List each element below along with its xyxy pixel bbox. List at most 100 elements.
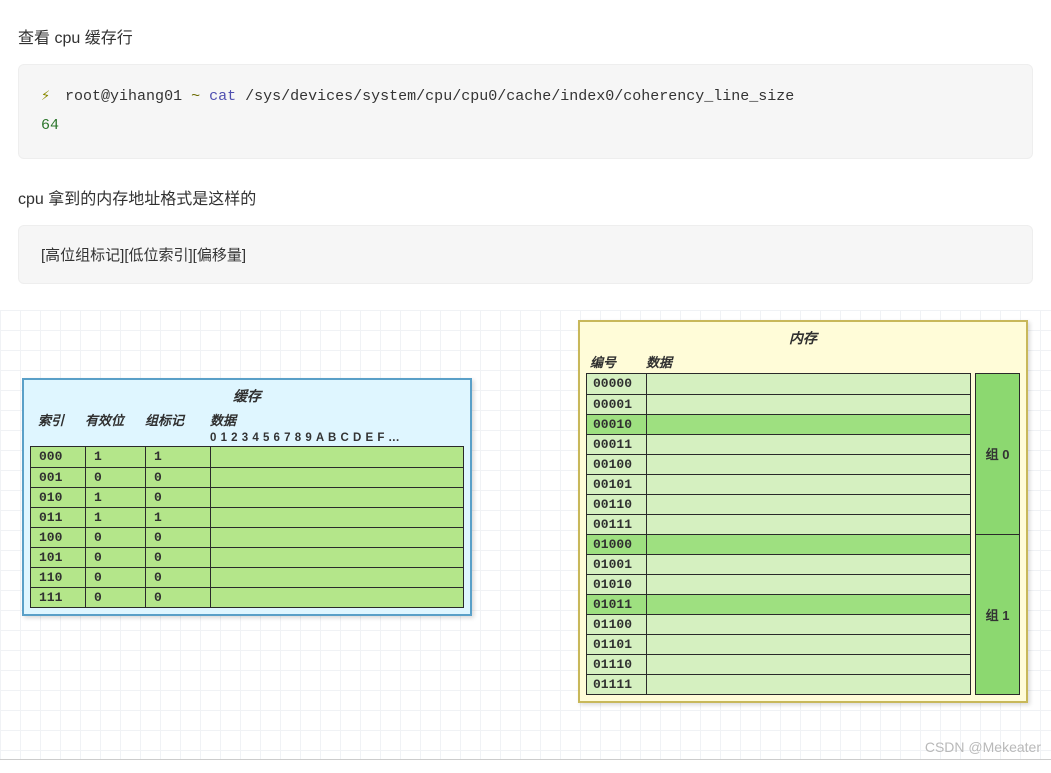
cache-cell-idx: 101 (31, 548, 86, 567)
memory-cell-id: 01110 (587, 655, 647, 674)
cache-cell-tag: 1 (146, 447, 211, 467)
cache-hdr-valid: 有效位 (85, 410, 145, 444)
memory-row: 01011 (587, 594, 970, 614)
memory-cell-data (647, 595, 970, 614)
cache-cell-tag: 1 (146, 508, 211, 527)
cache-hdr-data: 数据 0 1 2 3 4 5 6 7 8 9 A B C D E F ... (210, 410, 464, 444)
memory-cell-data (647, 495, 970, 514)
cache-row: 10100 (31, 547, 463, 567)
memory-row: 01000 (587, 534, 970, 554)
terminal-line-1: ⚡ root@yihang01 ~ cat /sys/devices/syste… (41, 83, 1010, 112)
cache-row: 10000 (31, 527, 463, 547)
memory-row: 00101 (587, 474, 970, 494)
memory-box: 内存 编号 数据 0000000001000100001100100001010… (578, 320, 1028, 703)
cache-cell-idx: 110 (31, 568, 86, 587)
memory-cell-id: 01000 (587, 535, 647, 554)
cache-cell-idx: 100 (31, 528, 86, 547)
memory-cell-id: 00011 (587, 435, 647, 454)
memory-headers: 编号 数据 (580, 352, 1026, 371)
memory-cell-id: 01011 (587, 595, 647, 614)
memory-title: 内存 (580, 322, 1026, 352)
cache-cell-data (211, 447, 463, 467)
memory-cell-data (647, 415, 970, 434)
address-format-block: [高位组标记][低位索引][偏移量] (18, 225, 1033, 284)
heading-cache-line: 查看 cpu 缓存行 (18, 24, 1033, 48)
memory-hdr-data: 数据 (646, 352, 1020, 371)
cache-cell-tag: 0 (146, 568, 211, 587)
cache-cell-valid: 0 (86, 548, 146, 567)
memory-cell-data (647, 535, 970, 554)
cache-cell-data (211, 468, 463, 487)
cache-hdr-index: 索引 (30, 410, 85, 444)
cache-cell-valid: 1 (86, 447, 146, 467)
terminal-cmd-path: /sys/devices/system/cpu/cpu0/cache/index… (245, 88, 794, 105)
cache-cell-valid: 0 (86, 528, 146, 547)
memory-cell-data (647, 615, 970, 634)
memory-cell-id: 00010 (587, 415, 647, 434)
terminal-block: ⚡ root@yihang01 ~ cat /sys/devices/syste… (18, 64, 1033, 159)
memory-row: 01100 (587, 614, 970, 634)
cache-cell-data (211, 508, 463, 527)
memory-row: 00011 (587, 434, 970, 454)
cache-row: 01010 (31, 487, 463, 507)
cache-box: 缓存 索引 有效位 组标记 数据 0 1 2 3 4 5 6 7 8 9 A B… (22, 378, 472, 616)
cache-headers: 索引 有效位 组标记 数据 0 1 2 3 4 5 6 7 8 9 A B C … (24, 410, 470, 444)
memory-row: 00001 (587, 394, 970, 414)
memory-cell-id: 00100 (587, 455, 647, 474)
cache-cell-idx: 000 (31, 447, 86, 467)
memory-cell-id: 01010 (587, 575, 647, 594)
cache-row: 01111 (31, 507, 463, 527)
cache-row: 11100 (31, 587, 463, 607)
memory-row: 00100 (587, 454, 970, 474)
cache-cell-data (211, 568, 463, 587)
cache-rows: 0001100100010100111110000101001100011100 (30, 446, 464, 608)
memory-row: 01001 (587, 554, 970, 574)
memory-cell-id: 00101 (587, 475, 647, 494)
cache-row: 00100 (31, 467, 463, 487)
memory-cell-id: 01101 (587, 635, 647, 654)
terminal-output: 64 (41, 112, 1010, 141)
memory-cell-id: 01111 (587, 675, 647, 694)
cache-cell-data (211, 488, 463, 507)
cache-cell-tag: 0 (146, 488, 211, 507)
terminal-tilde: ~ (191, 88, 209, 105)
address-format-text: [高位组标记][低位索引][偏移量] (41, 247, 246, 264)
cache-cell-tag: 0 (146, 548, 211, 567)
cache-title: 缓存 (24, 380, 470, 410)
cache-cell-data (211, 528, 463, 547)
cache-cell-tag: 0 (146, 468, 211, 487)
cache-cell-valid: 0 (86, 568, 146, 587)
watermark: CSDN @Mekeater (925, 739, 1041, 755)
memory-group-0: 组 0 (975, 373, 1020, 535)
cache-memory-diagram: 缓存 索引 有效位 组标记 数据 0 1 2 3 4 5 6 7 8 9 A B… (0, 310, 1051, 760)
memory-row: 01010 (587, 574, 970, 594)
memory-cell-id: 00001 (587, 395, 647, 414)
cache-cell-valid: 1 (86, 508, 146, 527)
cache-cell-valid: 0 (86, 588, 146, 607)
memory-cell-id: 00000 (587, 374, 647, 394)
memory-cell-data (647, 575, 970, 594)
memory-cell-data (647, 675, 970, 694)
memory-row: 01110 (587, 654, 970, 674)
cache-cell-valid: 1 (86, 488, 146, 507)
memory-cell-data (647, 455, 970, 474)
memory-cell-id: 00110 (587, 495, 647, 514)
cache-row: 11000 (31, 567, 463, 587)
memory-cell-data (647, 395, 970, 414)
memory-cell-data (647, 515, 970, 534)
memory-cell-id: 01100 (587, 615, 647, 634)
cache-row: 00011 (31, 447, 463, 467)
cache-cell-idx: 111 (31, 588, 86, 607)
bolt-icon: ⚡ (41, 88, 50, 105)
memory-hdr-id: 编号 (586, 352, 646, 371)
cache-cell-valid: 0 (86, 468, 146, 487)
cache-cell-data (211, 548, 463, 567)
memory-row: 01111 (587, 674, 970, 694)
memory-cell-data (647, 435, 970, 454)
memory-row: 00000 (587, 374, 970, 394)
memory-cell-id: 01001 (587, 555, 647, 574)
cache-cell-idx: 011 (31, 508, 86, 527)
cache-data-sub: 0 1 2 3 4 5 6 7 8 9 A B C D E F ... (210, 432, 400, 444)
memory-row: 00010 (587, 414, 970, 434)
cache-cell-idx: 010 (31, 488, 86, 507)
